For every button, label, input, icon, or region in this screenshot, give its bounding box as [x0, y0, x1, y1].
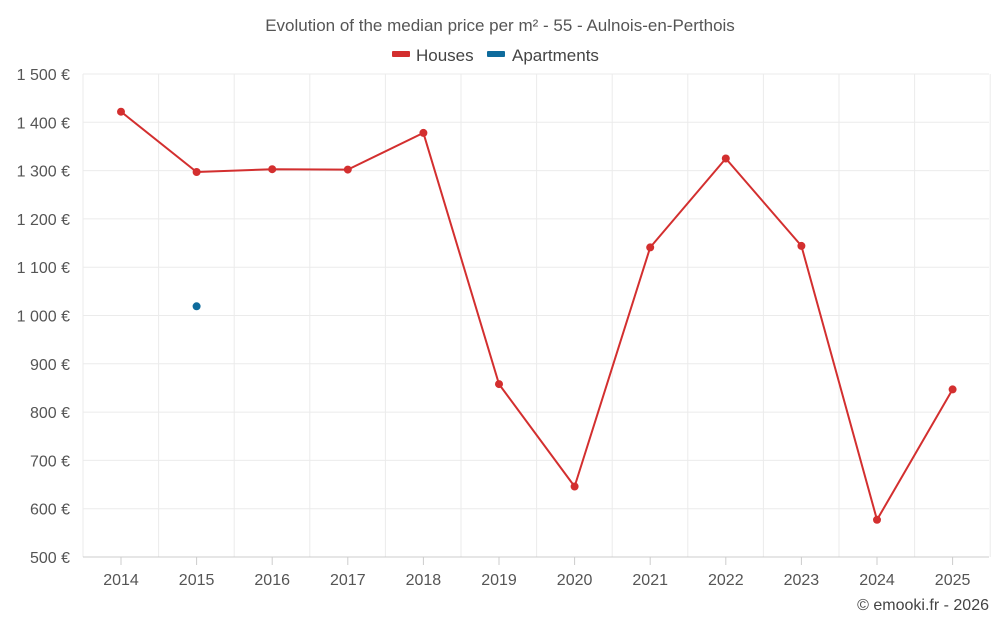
x-tick-label: 2014: [103, 572, 139, 589]
chart-title: Evolution of the median price per m² - 5…: [265, 16, 735, 35]
series-layer: [117, 107, 957, 524]
x-tick-label: 2020: [557, 572, 593, 589]
x-tick-label: 2016: [254, 572, 290, 589]
legend-label-apartments: Apartments: [512, 46, 599, 65]
y-tick-label: 1 200 €: [17, 212, 70, 229]
data-point-houses[interactable]: [721, 154, 730, 163]
data-point-houses[interactable]: [419, 128, 428, 137]
x-tick-label: 2021: [632, 572, 668, 589]
legend-item-houses[interactable]: Houses: [392, 46, 474, 65]
legend-swatch-apartments: [487, 51, 505, 57]
y-tick-label: 1 500 €: [17, 67, 70, 84]
y-tick-label: 500 €: [30, 550, 70, 567]
legend-item-apartments[interactable]: Apartments: [487, 46, 599, 65]
y-tick-label: 700 €: [30, 453, 70, 470]
y-tick-label: 1 300 €: [17, 164, 70, 181]
y-tick-label: 1 000 €: [17, 309, 70, 326]
y-tick-label: 900 €: [30, 357, 70, 374]
data-point-houses[interactable]: [873, 515, 881, 524]
y-tick-label: 1 400 €: [17, 115, 70, 132]
legend: Houses Apartments: [392, 46, 599, 65]
x-tick-label: 2022: [708, 572, 744, 589]
data-point-houses[interactable]: [570, 482, 579, 491]
x-tick-label: 2023: [784, 572, 820, 589]
x-tick-label: 2017: [330, 572, 366, 589]
data-point-houses[interactable]: [268, 165, 277, 174]
data-point-houses[interactable]: [192, 168, 201, 176]
y-axis: 500 € 600 € 700 € 800 € 900 € 1 000 € 1 100 € 1…: [17, 67, 70, 567]
series-line-houses: [120, 110, 954, 521]
data-point-apartments[interactable]: [192, 302, 201, 311]
grid-lines: [82, 73, 991, 557]
x-tick-label: 2025: [935, 572, 971, 589]
x-tick-label: 2019: [481, 572, 517, 589]
x-tick-label: 2018: [406, 572, 442, 589]
legend-label-houses: Houses: [416, 46, 474, 65]
y-tick-label: 800 €: [30, 405, 70, 422]
data-point-houses[interactable]: [495, 380, 503, 389]
credit-text: © emooki.fr - 2026: [857, 597, 989, 614]
y-tick-label: 1 100 €: [17, 260, 70, 277]
y-tick-label: 600 €: [30, 502, 70, 519]
legend-swatch-houses: [392, 51, 410, 57]
data-point-houses[interactable]: [797, 241, 806, 250]
data-point-houses[interactable]: [646, 243, 655, 252]
x-tick-label: 2015: [179, 572, 215, 589]
data-point-houses[interactable]: [343, 165, 352, 174]
data-point-houses[interactable]: [117, 107, 125, 116]
data-point-houses[interactable]: [948, 385, 957, 394]
x-axis: 2014 2015 2016 2017 2018 2019 2020 2021 2022 2023…: [83, 556, 989, 589]
x-tick-label: 2024: [859, 572, 895, 589]
